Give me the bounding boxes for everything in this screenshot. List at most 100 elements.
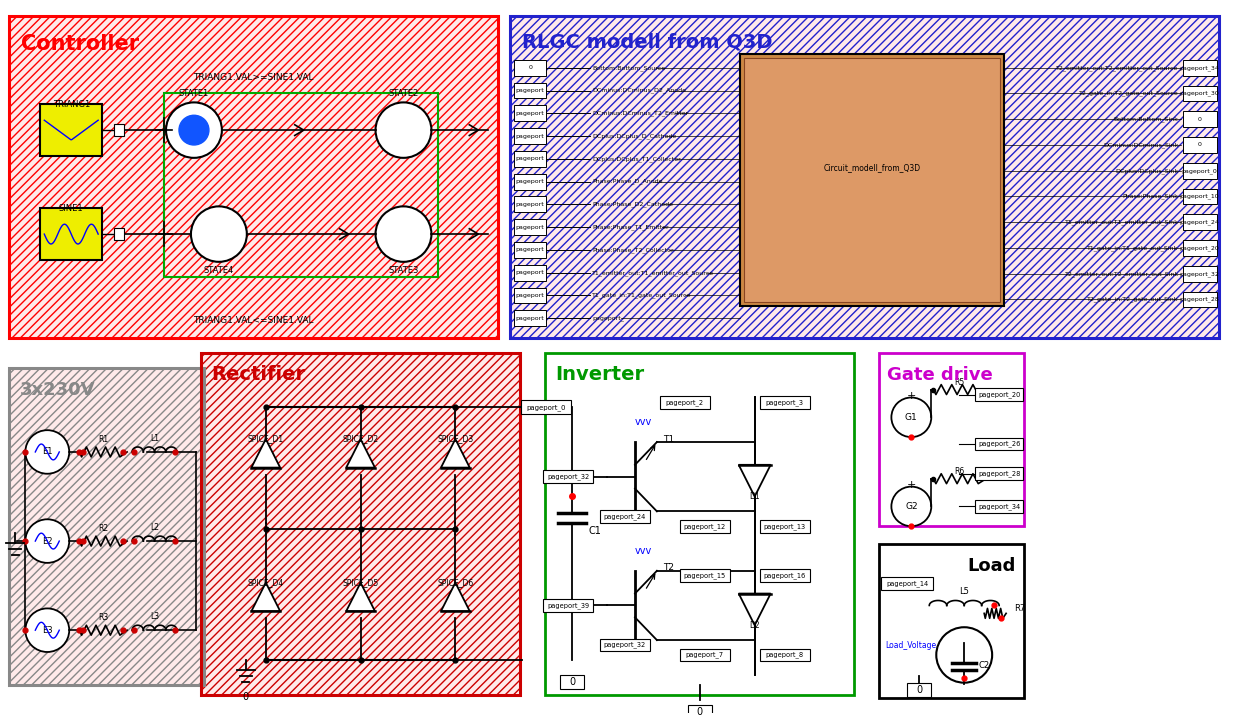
Bar xyxy=(521,400,571,414)
Bar xyxy=(744,58,1000,303)
Text: G1: G1 xyxy=(905,413,918,422)
Bar xyxy=(680,520,729,533)
Text: Inverter: Inverter xyxy=(555,365,644,384)
Bar xyxy=(907,682,932,697)
Bar xyxy=(975,438,1023,451)
Bar xyxy=(680,649,729,661)
Circle shape xyxy=(891,487,932,526)
Text: 0: 0 xyxy=(1198,116,1202,122)
Text: T1_emitter_out:T1_emitter_out_Sink: T1_emitter_out:T1_emitter_out_Sink xyxy=(1065,219,1178,225)
Bar xyxy=(41,209,102,260)
Text: T2_gate_in:T2_gate_out_Source: T2_gate_in:T2_gate_out_Source xyxy=(1079,91,1178,96)
Bar xyxy=(515,106,547,122)
Bar xyxy=(515,311,547,326)
Text: pageport_24: pageport_24 xyxy=(603,513,647,520)
Circle shape xyxy=(891,398,932,437)
Text: L1: L1 xyxy=(151,434,159,443)
Text: pageport: pageport xyxy=(516,134,544,139)
Bar xyxy=(1182,291,1217,308)
Bar xyxy=(201,353,521,695)
Bar xyxy=(114,228,125,240)
Bar xyxy=(760,396,810,409)
Text: T2_emitter_out:T2_emitter_out_Source: T2_emitter_out:T2_emitter_out_Source xyxy=(1056,65,1178,70)
Bar xyxy=(515,265,547,280)
Text: 3x230V: 3x230V xyxy=(20,380,95,398)
Text: T1_gate_in:T1_gate_out_Source: T1_gate_in:T1_gate_out_Source xyxy=(592,293,691,298)
Text: pageport: pageport xyxy=(516,88,544,93)
Bar xyxy=(515,60,547,75)
Bar xyxy=(760,649,810,661)
Bar xyxy=(1182,111,1217,127)
Bar xyxy=(543,599,594,612)
Bar xyxy=(1182,266,1217,282)
Bar xyxy=(515,151,547,167)
Text: T2_emitter_out:T2_emitter_out_Sink: T2_emitter_out:T2_emitter_out_Sink xyxy=(1065,271,1178,277)
Bar xyxy=(975,388,1023,401)
Polygon shape xyxy=(347,439,375,467)
Text: R2: R2 xyxy=(97,524,109,533)
Text: Circuit_modell_from_Q3D: Circuit_modell_from_Q3D xyxy=(823,163,921,172)
Bar xyxy=(1182,86,1217,101)
Bar xyxy=(515,219,547,235)
Text: D2: D2 xyxy=(749,621,760,630)
Text: pageport_30: pageport_30 xyxy=(1180,91,1219,96)
Text: DCminus:DCminus_Sink: DCminus:DCminus_Sink xyxy=(1103,142,1178,148)
Text: pageport_28: pageport_28 xyxy=(979,470,1021,477)
Text: pageport_12: pageport_12 xyxy=(684,523,726,530)
Bar xyxy=(10,17,499,338)
Bar xyxy=(1182,60,1217,75)
Text: 0: 0 xyxy=(917,684,922,695)
Polygon shape xyxy=(739,594,771,626)
Bar xyxy=(515,196,547,212)
Text: pageport_7: pageport_7 xyxy=(686,651,724,659)
Text: Phase:Phase_T1_Emitter: Phase:Phase_T1_Emitter xyxy=(592,224,669,230)
Text: 0: 0 xyxy=(569,677,575,687)
Bar xyxy=(510,17,1219,338)
Text: pageport: pageport xyxy=(516,179,544,184)
Bar xyxy=(1182,137,1217,153)
Text: pageport_15: pageport_15 xyxy=(684,572,726,579)
Bar xyxy=(10,17,499,338)
Bar xyxy=(975,500,1023,513)
Text: pageport_24: pageport_24 xyxy=(1180,219,1219,225)
Bar xyxy=(880,544,1024,697)
Bar xyxy=(1182,162,1217,178)
Text: 0: 0 xyxy=(697,707,703,718)
Text: DCplus:DCplus_T1_Collector: DCplus:DCplus_T1_Collector xyxy=(592,156,681,162)
Text: R1: R1 xyxy=(97,435,109,444)
Circle shape xyxy=(26,430,69,474)
Bar xyxy=(515,288,547,303)
Text: pageport_3: pageport_3 xyxy=(765,399,803,406)
Text: STATE2: STATE2 xyxy=(389,89,418,99)
Text: pageport_16: pageport_16 xyxy=(764,572,806,579)
Text: DCminus:DCminus_T2_Emitter: DCminus:DCminus_T2_Emitter xyxy=(592,111,689,116)
Text: pageport_20: pageport_20 xyxy=(979,391,1021,398)
Text: TRIANG1.VAL>=SINE1.VAL: TRIANG1.VAL>=SINE1.VAL xyxy=(194,73,315,82)
Text: pageport: pageport xyxy=(516,293,544,298)
Polygon shape xyxy=(441,582,470,611)
Text: SPICE_D3: SPICE_D3 xyxy=(437,434,474,443)
Text: SPICE_D5: SPICE_D5 xyxy=(343,577,379,587)
Text: pageport_34: pageport_34 xyxy=(979,503,1021,510)
Text: pageport_8: pageport_8 xyxy=(765,651,803,659)
Text: L2: L2 xyxy=(151,523,159,532)
Bar xyxy=(515,128,547,144)
Bar xyxy=(881,577,933,590)
Text: pageport_26: pageport_26 xyxy=(979,441,1021,447)
Polygon shape xyxy=(347,582,375,611)
Text: R5: R5 xyxy=(955,377,965,387)
Polygon shape xyxy=(252,439,280,467)
Text: +: + xyxy=(907,480,916,490)
Text: Controller: Controller xyxy=(21,34,139,54)
Bar xyxy=(760,520,810,533)
Text: pageport_32: pageport_32 xyxy=(603,641,647,649)
Text: pageport: pageport xyxy=(516,156,544,161)
Bar xyxy=(114,124,125,136)
Bar xyxy=(975,467,1023,480)
Text: 0: 0 xyxy=(243,692,249,702)
Bar xyxy=(201,353,521,695)
Text: TRIANG1: TRIANG1 xyxy=(53,101,90,109)
Bar xyxy=(760,569,810,582)
Text: E1: E1 xyxy=(42,447,53,457)
Text: L5: L5 xyxy=(959,587,969,595)
